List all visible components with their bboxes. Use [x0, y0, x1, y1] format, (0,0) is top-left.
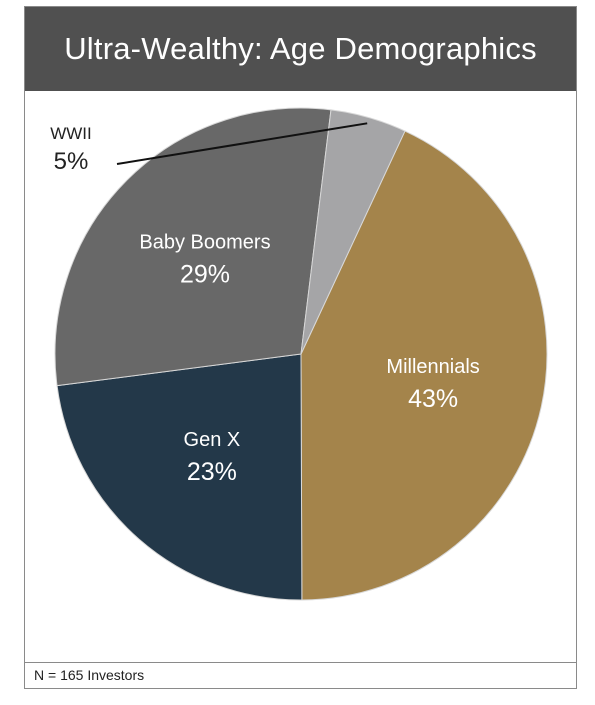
slice-name-millennials: Millennials: [386, 356, 479, 378]
slice-label-group-millennials: Millennials 43%: [386, 356, 479, 413]
slice-name-gen-x: Gen X: [184, 429, 241, 451]
slice-value-baby-boomers: 29%: [180, 261, 230, 289]
slice-label-group-gen-x: Gen X 23%: [184, 429, 241, 486]
pie-chart: Millennials 43% Gen X 23% Baby Boomers 29% WWI…: [50, 107, 548, 601]
slice-name-baby-boomers: Baby Boomers: [139, 232, 270, 254]
chart-frame: Ultra-Wealthy: Age Demographics Millenni…: [24, 6, 577, 689]
pie-slice-wwii: [300, 109, 406, 355]
slice-value-gen-x: 23%: [187, 458, 237, 486]
pie-slice-millennials: [300, 130, 548, 601]
slice-value-millennials: 43%: [408, 385, 458, 413]
slice-label-group-wwii: WWII 5%: [50, 122, 368, 175]
pie-slice-gen-x: [56, 353, 303, 601]
slice-label-group-baby-boomers: Baby Boomers 29%: [139, 232, 270, 289]
footnote: N = 165 Investors: [34, 667, 145, 683]
leader-line-wwii: [116, 122, 368, 165]
slice-value-wwii: 5%: [54, 148, 89, 175]
footer-divider: [25, 662, 576, 663]
title-bar: Ultra-Wealthy: Age Demographics: [25, 7, 576, 91]
pie-slice-baby-boomers: [54, 107, 332, 387]
slice-name-wwii: WWII: [50, 124, 92, 143]
chart-title: Ultra-Wealthy: Age Demographics: [64, 31, 537, 66]
